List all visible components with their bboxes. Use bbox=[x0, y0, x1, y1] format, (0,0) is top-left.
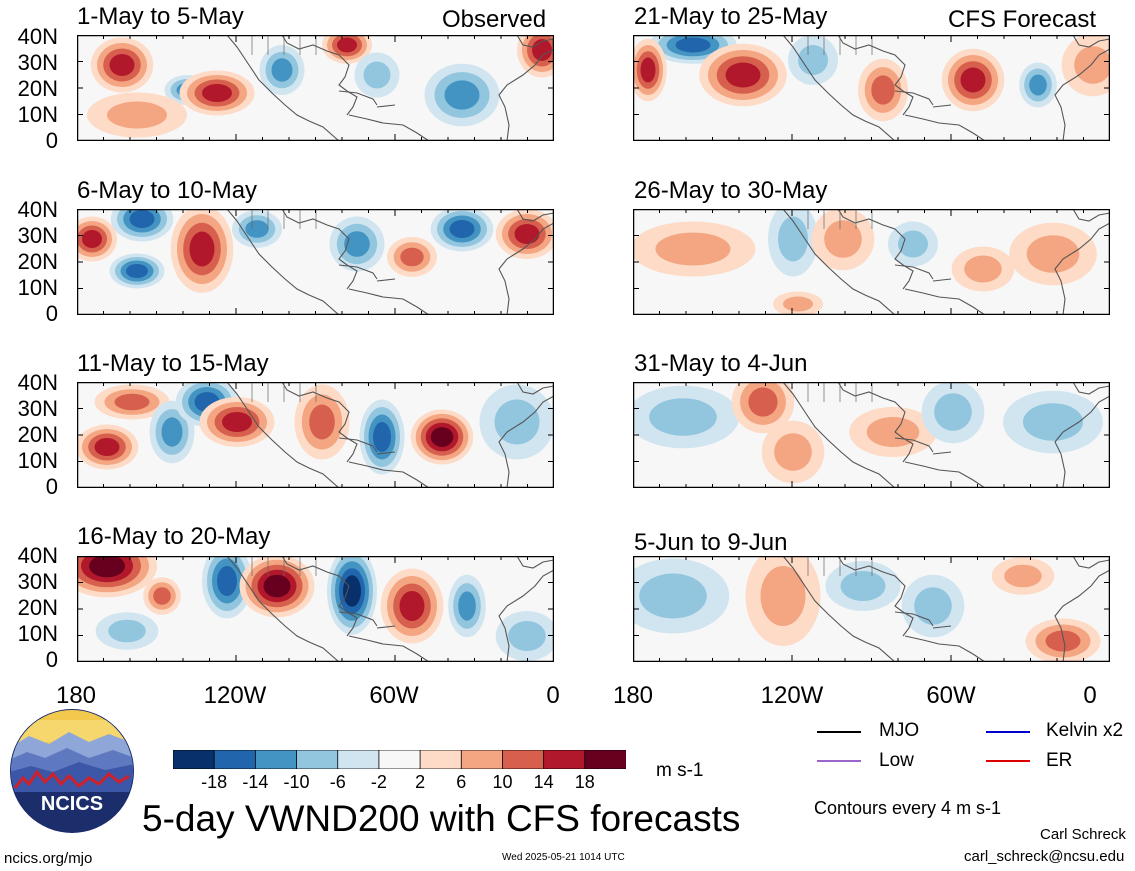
colorbar-swatch bbox=[378, 749, 421, 770]
colorbar-swatch bbox=[254, 749, 298, 770]
y-tick-20n: 20N bbox=[17, 422, 58, 447]
map-panel-forecast-3 bbox=[633, 382, 1110, 488]
legend-label-er: ER bbox=[1046, 750, 1073, 771]
x-tick-120w: 120W bbox=[760, 682, 824, 709]
timestamp: Wed 2025-05-21 1014 UTC bbox=[502, 852, 625, 863]
colorbar-tick-label: 10 bbox=[492, 772, 513, 792]
colorbar-swatch bbox=[543, 749, 586, 770]
colorbar-unit: m s-1 bbox=[656, 760, 704, 781]
y-tick-40n: 40N bbox=[17, 543, 58, 568]
ncics-logo: NCICS bbox=[9, 708, 135, 834]
map-panel-forecast-1 bbox=[633, 35, 1110, 141]
colorbar-swatch bbox=[296, 749, 339, 770]
y-tick-20n: 20N bbox=[17, 595, 58, 620]
colorbar-tick-label: 2 bbox=[415, 772, 426, 792]
map-panel-observed-1 bbox=[77, 35, 554, 141]
colorbar-swatch bbox=[337, 749, 380, 770]
panel-title-fc-4: 5-Jun to 9-Jun bbox=[634, 529, 788, 556]
x-tick-120w: 120W bbox=[203, 682, 267, 709]
colorbar-tick-label: -18 bbox=[201, 772, 228, 792]
colorbar-tick-label: 14 bbox=[533, 772, 554, 792]
x-tick-60w: 60W bbox=[926, 682, 976, 709]
legend-line-er bbox=[986, 760, 1030, 762]
legend-label-low: Low bbox=[879, 750, 914, 771]
y-tick-30n: 30N bbox=[17, 569, 58, 594]
colorbar-swatch bbox=[584, 749, 627, 770]
colorbar-swatch bbox=[460, 749, 504, 770]
colorbar bbox=[172, 749, 627, 770]
legend-line-low bbox=[817, 760, 861, 762]
legend-line-kelvin bbox=[986, 731, 1030, 733]
map-panel-observed-2 bbox=[77, 209, 554, 315]
colorbar-tick-label: 6 bbox=[456, 772, 467, 792]
y-tick-40n: 40N bbox=[17, 24, 58, 49]
y-tick-10n: 10N bbox=[17, 621, 58, 646]
map-panel-observed-3 bbox=[77, 382, 554, 488]
colorbar-tick-label: -14 bbox=[242, 772, 269, 792]
map-panel-observed-4 bbox=[77, 556, 554, 662]
map-panel-forecast-2 bbox=[633, 209, 1110, 315]
y-tick-10n: 10N bbox=[17, 448, 58, 473]
author-name: Carl Schreck bbox=[1040, 826, 1126, 843]
x-tick-60w: 60W bbox=[369, 682, 419, 709]
y-tick-0: 0 bbox=[45, 128, 58, 153]
y-tick-0: 0 bbox=[45, 647, 58, 672]
y-tick-40n: 40N bbox=[17, 197, 58, 222]
author-email[interactable]: carl_schreck@ncsu.edu bbox=[964, 848, 1125, 865]
colorbar-swatch bbox=[419, 749, 463, 770]
x-tick-180: 180 bbox=[55, 682, 97, 709]
y-tick-10n: 10N bbox=[17, 102, 58, 127]
y-tick-30n: 30N bbox=[17, 396, 58, 421]
colorbar-tick-label: -6 bbox=[329, 772, 346, 792]
legend-label-kelvin: Kelvin x2 bbox=[1046, 720, 1124, 741]
x-tick-0: 0 bbox=[546, 682, 560, 709]
legend-line-mjo bbox=[817, 731, 861, 733]
panel-title-obs-4: 16-May to 20-May bbox=[77, 523, 271, 550]
colorbar-swatch bbox=[213, 749, 257, 770]
x-tick-0: 0 bbox=[1083, 682, 1097, 709]
y-tick-20n: 20N bbox=[17, 76, 58, 101]
map-panel-forecast-4 bbox=[633, 556, 1110, 662]
observed-label: Observed bbox=[442, 6, 547, 33]
panel-title-fc-1: 21-May to 25-May bbox=[634, 3, 828, 30]
logo-text: NCICS bbox=[41, 793, 103, 815]
panel-title-fc-3: 31-May to 4-Jun bbox=[634, 350, 808, 377]
y-tick-0: 0 bbox=[45, 301, 58, 326]
y-tick-40n: 40N bbox=[17, 370, 58, 395]
site-link[interactable]: ncics.org/mjo bbox=[4, 850, 93, 867]
cfs-forecast-label: CFS Forecast bbox=[948, 6, 1097, 33]
x-tick-180: 180 bbox=[612, 682, 654, 709]
colorbar-swatches bbox=[172, 749, 627, 770]
y-tick-30n: 30N bbox=[17, 223, 58, 248]
colorbar-swatch bbox=[172, 749, 216, 770]
main-title: 5-day VWND200 with CFS forecasts bbox=[142, 798, 741, 839]
panel-title-obs-2: 6-May to 10-May bbox=[77, 177, 258, 204]
y-tick-0: 0 bbox=[45, 474, 58, 499]
legend-label-mjo: MJO bbox=[879, 720, 920, 741]
contours-note: Contours every 4 m s-1 bbox=[814, 798, 1002, 818]
y-tick-30n: 30N bbox=[17, 50, 58, 75]
colorbar-tick-label: 18 bbox=[574, 772, 595, 792]
colorbar-tick-label: -2 bbox=[370, 772, 387, 792]
panel-title-fc-2: 26-May to 30-May bbox=[634, 177, 828, 204]
panel-title-obs-3: 11-May to 15-May bbox=[77, 350, 269, 377]
colorbar-swatch bbox=[502, 749, 545, 770]
y-tick-10n: 10N bbox=[17, 275, 58, 300]
y-tick-20n: 20N bbox=[17, 249, 58, 274]
colorbar-tick-label: -10 bbox=[283, 772, 310, 792]
panel-title-obs-1: 1-May to 5-May bbox=[77, 3, 244, 30]
